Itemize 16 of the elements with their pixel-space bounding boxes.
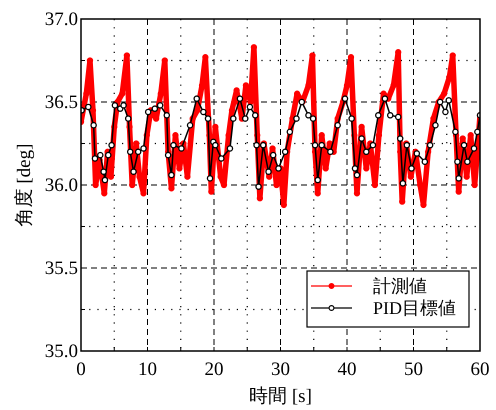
y-tick-label: 37.0 [44, 9, 78, 30]
x-tick-label: 0 [76, 359, 86, 380]
x-tick-label: 40 [338, 359, 356, 380]
x-tick-label: 10 [138, 359, 157, 380]
y-tick-label: 36.0 [44, 175, 78, 196]
legend-label: PID目標値 [373, 298, 456, 318]
x-tick-label: 20 [204, 359, 224, 380]
y-tick-label: 35.0 [44, 341, 78, 362]
y-axis-title: 角度 [deg] [13, 144, 35, 226]
x-axis-title: 時間 [s] [249, 386, 312, 407]
legend-label: 計測値 [373, 276, 427, 296]
x-tick-label: 50 [404, 359, 423, 380]
x-tick-label: 30 [271, 359, 290, 380]
y-tick-label: 36.5 [44, 92, 78, 113]
x-tick-label: 60 [470, 359, 490, 380]
y-tick-label: 35.5 [44, 258, 78, 279]
